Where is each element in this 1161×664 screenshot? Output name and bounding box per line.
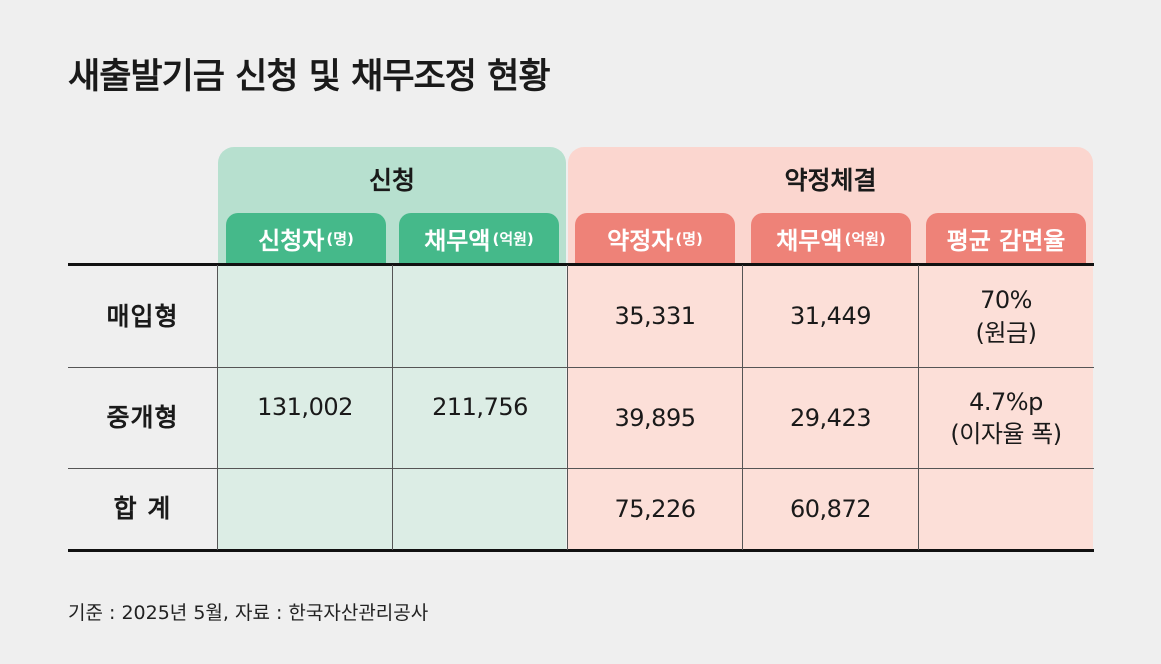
reduction-rate-cell-empty bbox=[919, 469, 1093, 549]
row-divider bbox=[68, 468, 1094, 469]
group-label-contract: 약정체결 bbox=[784, 166, 877, 195]
contractors-cell: 75,226 bbox=[614, 494, 696, 523]
column-header-main: 채무액 bbox=[424, 226, 491, 255]
chart-title: 새출발기금 신청 및 채무조정 현황 bbox=[68, 57, 551, 97]
reduction-rate-cell: 4.7%p (이자율 폭) bbox=[919, 368, 1093, 468]
column-header-contract-debt: 채무액 (억원) bbox=[751, 213, 911, 263]
contract-debt-cell: 31,449 bbox=[790, 302, 871, 331]
column-header-unit: (억원) bbox=[492, 229, 534, 248]
column-divider bbox=[392, 265, 393, 550]
column-header-main: 채무액 bbox=[776, 226, 843, 255]
reduction-rate-value: 70% bbox=[980, 286, 1032, 315]
column-header-unit: (명) bbox=[326, 229, 354, 248]
table-top-rule bbox=[68, 263, 1094, 266]
column-header-contractors: 약정자 (명) bbox=[575, 213, 735, 263]
column-header-unit: (명) bbox=[675, 229, 703, 248]
contract-debt-cell: 60,872 bbox=[790, 494, 871, 523]
row-label: 합 계 bbox=[113, 494, 172, 524]
reduction-rate-cell: 70% (원금) bbox=[919, 266, 1093, 367]
column-header-main: 평균 감면율 bbox=[946, 226, 1066, 255]
column-divider bbox=[918, 265, 919, 550]
column-header-applicants: 신청자 (명) bbox=[226, 213, 386, 263]
applicants-total-cell: 131,002 bbox=[257, 393, 353, 422]
column-divider bbox=[742, 265, 743, 550]
column-header-main: 신청자 bbox=[258, 226, 325, 255]
reduction-rate-note: (원금) bbox=[975, 318, 1037, 347]
source-note: 기준 : 2025년 5월, 자료 : 한국자산관리공사 bbox=[68, 602, 429, 624]
contractors-cell: 39,895 bbox=[614, 403, 696, 432]
row-label: 중개형 bbox=[106, 403, 179, 433]
column-header-avg-reduction: 평균 감면율 bbox=[926, 213, 1086, 263]
body-bg-contract bbox=[568, 265, 1093, 550]
column-divider bbox=[217, 265, 218, 550]
contract-debt-cell: 29,423 bbox=[790, 403, 871, 432]
column-header-unit: (억원) bbox=[844, 229, 886, 248]
column-header-apply-debt: 채무액 (억원) bbox=[399, 213, 559, 263]
column-divider bbox=[567, 265, 568, 550]
apply-debt-total-cell: 211,756 bbox=[432, 393, 528, 422]
reduction-rate-note: (이자율 폭) bbox=[950, 420, 1062, 448]
contractors-cell: 35,331 bbox=[614, 302, 696, 331]
reduction-rate-value: 4.7%p bbox=[969, 387, 1043, 416]
row-label: 매입형 bbox=[106, 301, 179, 331]
table-bottom-rule bbox=[68, 549, 1094, 552]
column-header-main: 약정자 bbox=[607, 226, 674, 255]
group-label-apply: 신청 bbox=[368, 166, 415, 195]
row-divider bbox=[68, 367, 1094, 368]
